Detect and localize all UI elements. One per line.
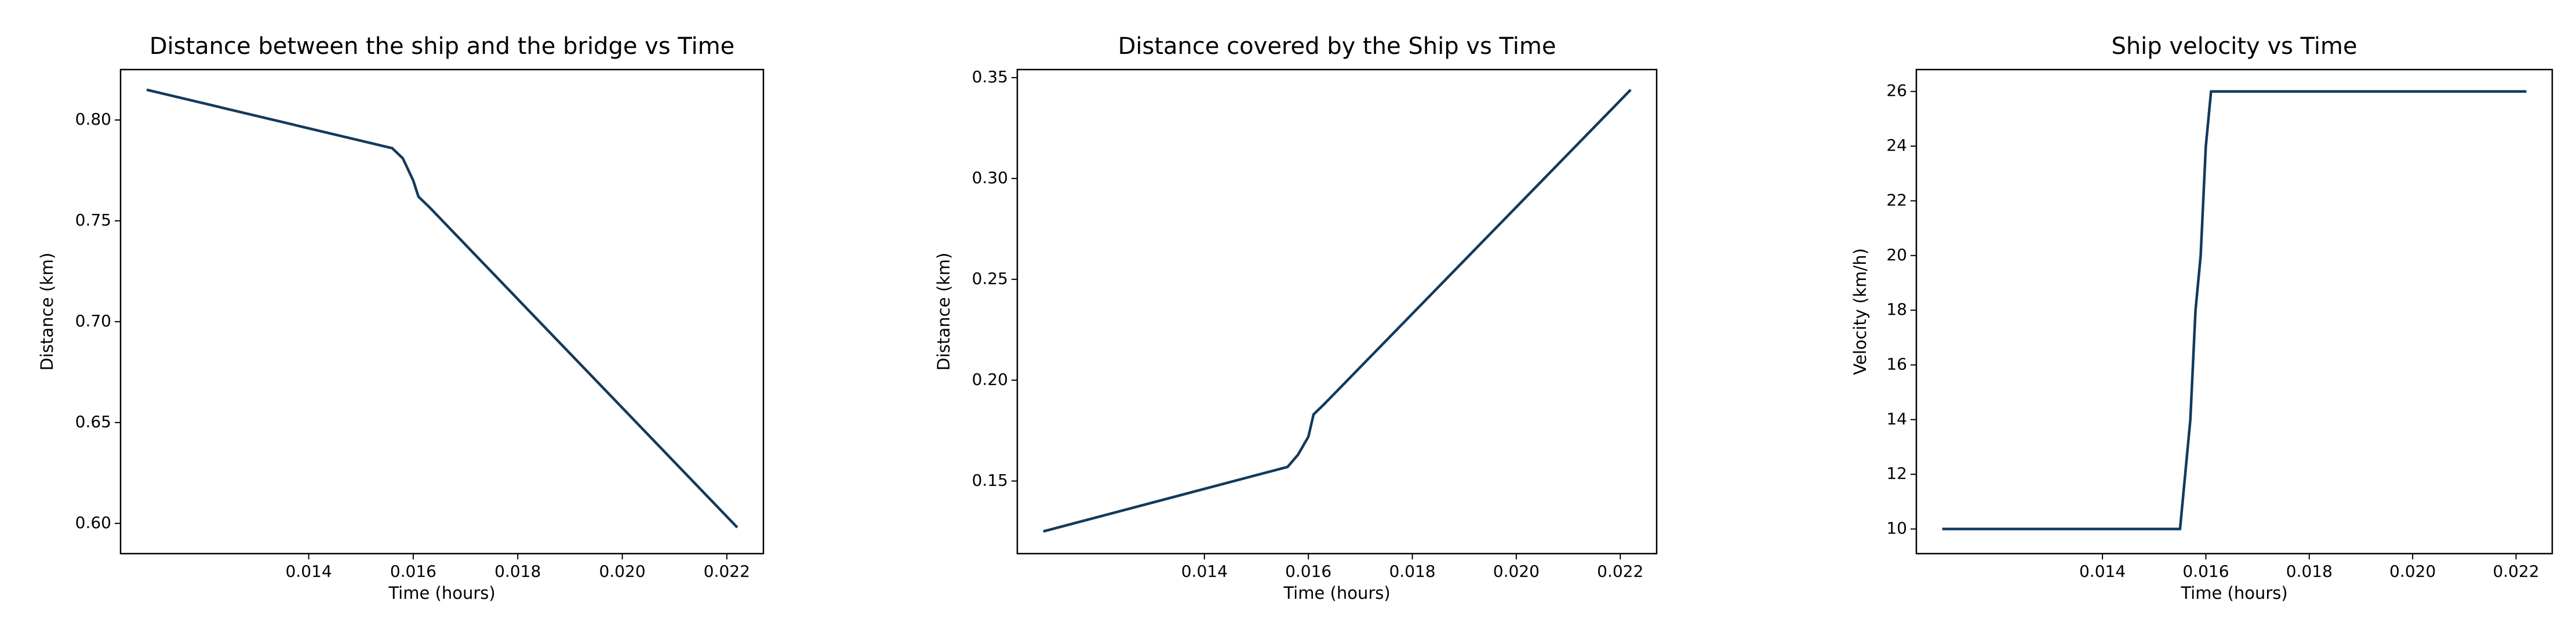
x-axis-label: Time (hours) [2180, 583, 2287, 603]
y-tick-label: 0.75 [75, 210, 111, 230]
x-tick-label: 0.018 [2286, 562, 2333, 581]
y-tick-label: 26 [1886, 81, 1907, 100]
x-tick-label: 0.014 [285, 562, 332, 581]
y-tick-label: 20 [1886, 245, 1907, 264]
chart-title: Ship velocity vs Time [2111, 33, 2357, 60]
x-tick-label: 0.020 [2389, 562, 2436, 581]
y-tick-label: 10 [1886, 519, 1907, 538]
x-tick-label: 0.022 [1597, 562, 1643, 581]
y-tick-label: 0.30 [972, 168, 1008, 187]
x-tick-label: 0.022 [2493, 562, 2539, 581]
y-tick-label: 22 [1886, 190, 1907, 209]
y-tick-label: 0.20 [972, 370, 1008, 389]
data-line [1043, 89, 1632, 533]
x-tick-label: 0.014 [1181, 562, 1228, 581]
x-tick-label: 0.016 [2182, 562, 2229, 581]
x-tick-label: 0.018 [494, 562, 541, 581]
x-tick-label: 0.016 [390, 562, 436, 581]
y-tick-label: 0.25 [972, 269, 1008, 288]
x-tick-label: 0.018 [1389, 562, 1435, 581]
y-tick-label: 0.70 [75, 311, 111, 330]
y-tick-label: 18 [1886, 300, 1907, 319]
y-tick-label: 16 [1886, 354, 1907, 373]
x-axis-label: Time (hours) [1283, 583, 1390, 603]
x-tick-label: 0.020 [599, 562, 645, 581]
x-tick-label: 0.016 [1285, 562, 1331, 581]
y-tick-label: 0.60 [75, 513, 111, 532]
y-axis-label: Distance (km) [934, 253, 954, 371]
chart-title: Distance covered by the Ship vs Time [1118, 33, 1556, 60]
y-tick-label: 0.65 [75, 412, 111, 431]
plot-frame [119, 68, 765, 555]
x-tick-label: 0.020 [1493, 562, 1540, 581]
chart-title: Distance between the ship and the bridge… [150, 33, 735, 60]
y-axis-label: Distance (km) [37, 253, 57, 371]
x-tick-label: 0.022 [704, 562, 750, 581]
y-tick-label: 0.35 [972, 67, 1008, 86]
y-tick-label: 0.15 [972, 471, 1008, 490]
plot-frame [1915, 68, 2553, 555]
plot-frame [1016, 68, 1658, 555]
x-tick-label: 0.014 [2079, 562, 2126, 581]
data-line [146, 88, 738, 529]
y-tick-label: 24 [1886, 136, 1907, 155]
y-tick-label: 12 [1886, 464, 1907, 483]
x-axis-label: Time (hours) [388, 583, 495, 603]
y-tick-label: 14 [1886, 409, 1907, 428]
data-line [1942, 90, 2527, 530]
y-tick-label: 0.80 [75, 110, 111, 129]
y-axis-label: Velocity (km/h) [1850, 248, 1870, 375]
